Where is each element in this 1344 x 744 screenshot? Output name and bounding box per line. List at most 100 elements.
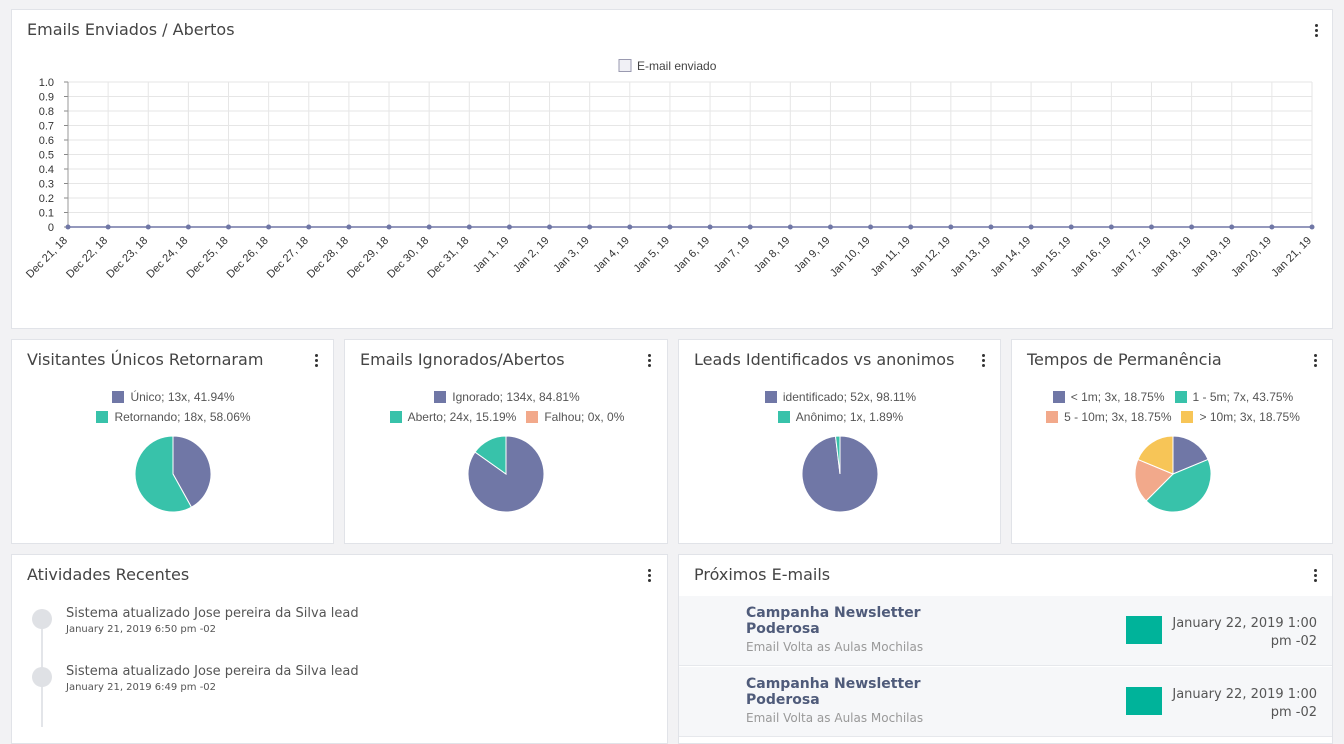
activities-menu-icon[interactable]: [643, 569, 655, 585]
legend-label: < 1m; 3x, 18.75%: [1070, 390, 1165, 404]
data-point[interactable]: [948, 224, 954, 230]
data-point[interactable]: [1189, 224, 1195, 230]
legend-swatch: [1181, 411, 1194, 423]
data-point[interactable]: [466, 224, 472, 230]
activity-time: January 21, 2019 6:50 pm -02: [66, 624, 217, 635]
pie-card-emails: Emails Ignorados/Abertos Ignorado; 134x,…: [344, 339, 668, 544]
data-point[interactable]: [908, 224, 914, 230]
pie-card-menu-icon[interactable]: [1309, 354, 1321, 370]
line-card-title: Emails Enviados / Abertos: [27, 20, 235, 39]
data-point[interactable]: [266, 224, 272, 230]
legend-item[interactable]: Anônimo; 1x, 1.89%: [777, 410, 903, 424]
pie-slice[interactable]: [1172, 435, 1209, 475]
pie-card-title: Visitantes Únicos Retornaram: [27, 350, 264, 369]
data-point[interactable]: [1229, 224, 1235, 230]
legend-row: Ignorado; 134x, 84.81%: [345, 387, 669, 407]
email-status-box[interactable]: [1126, 616, 1162, 644]
pie-slice[interactable]: [172, 435, 212, 508]
y-tick-label: 0.4: [39, 164, 54, 176]
y-tick-label: 0.6: [39, 135, 54, 147]
data-point[interactable]: [1108, 224, 1114, 230]
legend-label: Retornando; 18x, 58.06%: [114, 410, 251, 424]
data-point[interactable]: [1148, 224, 1154, 230]
data-point[interactable]: [667, 224, 673, 230]
pie-slice[interactable]: [1134, 458, 1174, 502]
pie-card-menu-icon[interactable]: [310, 354, 322, 370]
activity-text: Sistema atualizado Jose pereira da Silva…: [66, 606, 359, 621]
line-card-menu-icon[interactable]: [1310, 24, 1322, 40]
legend-item[interactable]: Falhou; 0x, 0%: [526, 410, 624, 424]
timeline-dot: [32, 609, 52, 629]
x-tick-label: Dec 31, 18: [425, 235, 471, 281]
legend-label[interactable]: E-mail enviado: [637, 59, 717, 73]
data-point[interactable]: [226, 224, 232, 230]
data-point[interactable]: [627, 224, 633, 230]
next-emails-menu-icon[interactable]: [1309, 569, 1321, 585]
pie-chart: [134, 435, 212, 513]
data-point[interactable]: [386, 224, 392, 230]
data-point[interactable]: [988, 224, 994, 230]
legend-item[interactable]: 1 - 5m; 7x, 43.75%: [1174, 390, 1294, 404]
data-point[interactable]: [346, 224, 352, 230]
legend-label: 1 - 5m; 7x, 43.75%: [1192, 390, 1294, 404]
pie-card-menu-icon[interactable]: [643, 354, 655, 370]
legend-item[interactable]: identificado; 52x, 98.11%: [764, 390, 916, 404]
y-tick-label: 1.0: [39, 77, 54, 89]
data-point[interactable]: [827, 224, 833, 230]
data-point[interactable]: [1028, 224, 1034, 230]
email-row[interactable]: Campanha Newsletter Poderosa Email Volta…: [679, 596, 1332, 666]
data-point[interactable]: [868, 224, 874, 230]
x-tick-label: Jan 18, 19: [1149, 235, 1194, 280]
pie-legend: Único; 13x, 41.94% Retornando; 18x, 58.06…: [12, 387, 335, 427]
data-point[interactable]: [185, 224, 191, 230]
data-point[interactable]: [1309, 224, 1315, 230]
x-tick-label: Jan 19, 19: [1189, 235, 1234, 280]
legend-label: Ignorado; 134x, 84.81%: [452, 390, 580, 404]
x-tick-label: Dec 28, 18: [305, 235, 351, 281]
legend-item[interactable]: Ignorado; 134x, 84.81%: [434, 390, 580, 404]
legend-checkbox[interactable]: [618, 59, 632, 72]
pie-card-title: Emails Ignorados/Abertos: [360, 350, 565, 369]
legend-item[interactable]: < 1m; 3x, 18.75%: [1052, 390, 1165, 404]
pie-card-menu-icon[interactable]: [977, 354, 989, 370]
legend-item[interactable]: Retornando; 18x, 58.06%: [96, 410, 251, 424]
data-point[interactable]: [787, 224, 793, 230]
legend-row: Aberto; 24x, 15.19% Falhou; 0x, 0%: [345, 407, 669, 427]
data-point[interactable]: [145, 224, 151, 230]
pie-slice[interactable]: [134, 435, 193, 513]
legend-item[interactable]: Único; 13x, 41.94%: [112, 390, 235, 404]
legend-item[interactable]: 5 - 10m; 3x, 18.75%: [1046, 410, 1171, 424]
pie-card-title: Leads Identificados vs anonimos: [694, 350, 955, 369]
data-point[interactable]: [426, 224, 432, 230]
y-tick-label: 0.2: [39, 193, 54, 205]
data-point[interactable]: [547, 224, 553, 230]
data-point[interactable]: [506, 224, 512, 230]
data-point[interactable]: [306, 224, 312, 230]
email-title[interactable]: Campanha Newsletter Poderosa: [746, 605, 921, 637]
pie-slice[interactable]: [1137, 435, 1174, 475]
data-point[interactable]: [707, 224, 713, 230]
email-status-box[interactable]: [1126, 687, 1162, 715]
x-tick-label: Jan 5, 19: [632, 235, 672, 275]
legend-swatch: [389, 411, 402, 423]
x-tick-label: Jan 8, 19: [752, 235, 792, 275]
data-point[interactable]: [1068, 224, 1074, 230]
pie-chart: [1134, 435, 1212, 513]
legend-item[interactable]: Aberto; 24x, 15.19%: [389, 410, 516, 424]
email-date: January 22, 2019 1:00 pm -02: [1172, 616, 1317, 649]
data-point[interactable]: [65, 224, 71, 230]
email-title[interactable]: Campanha Newsletter Poderosa: [746, 676, 921, 708]
pie-slice[interactable]: [1145, 458, 1212, 513]
email-row[interactable]: Campanha Newsletter Poderosa Email Volta…: [679, 667, 1332, 737]
pie-legend: < 1m; 3x, 18.75% 1 - 5m; 7x, 43.75% 5 - 10…: [1012, 387, 1334, 427]
pie-card-title: Tempos de Permanência: [1027, 350, 1222, 369]
data-point[interactable]: [747, 224, 753, 230]
pie-slice[interactable]: [474, 435, 507, 475]
legend-item[interactable]: > 10m; 3x, 18.75%: [1181, 410, 1300, 424]
data-point[interactable]: [1269, 224, 1275, 230]
data-point[interactable]: [587, 224, 593, 230]
data-point[interactable]: [105, 224, 111, 230]
legend-swatch: [1174, 391, 1187, 403]
y-tick-label: 0.5: [39, 150, 54, 162]
pie-slice[interactable]: [834, 435, 841, 475]
